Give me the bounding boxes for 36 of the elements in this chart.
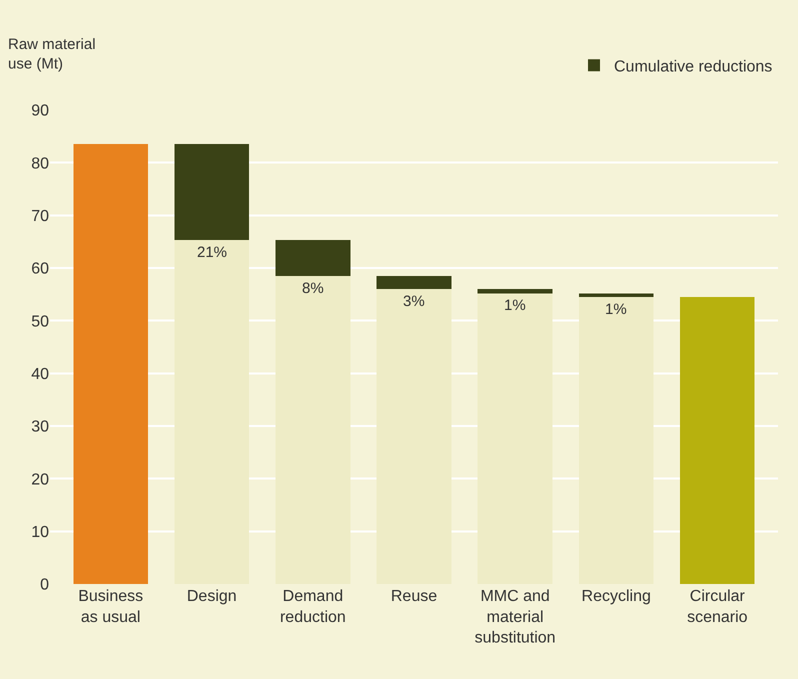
y-tick-label: 80 xyxy=(31,155,50,172)
x-tick-label: Reuse xyxy=(390,588,438,605)
x-tick-label: Recycling xyxy=(582,588,651,605)
legend-label: Cumulative reductions xyxy=(614,58,772,76)
bar xyxy=(174,240,250,584)
bar xyxy=(275,240,350,276)
y-tick-label: 10 xyxy=(31,524,50,541)
bar xyxy=(578,296,654,584)
x-tick-label: Design xyxy=(186,588,237,605)
x-tick-label: MMC and material substitution xyxy=(474,588,556,647)
x-tick-label: Circular scenario xyxy=(687,588,748,626)
bar xyxy=(174,144,250,240)
x-tick-label: Business as usual xyxy=(78,588,144,626)
annotation: 1% xyxy=(504,297,526,314)
bar xyxy=(578,293,654,297)
bar xyxy=(376,289,452,584)
y-tick-label: 60 xyxy=(31,260,50,278)
y-tick-label: 30 xyxy=(31,418,50,436)
annotation: 8% xyxy=(302,280,324,297)
y-tick-label: 0 xyxy=(40,576,50,594)
bar xyxy=(680,296,755,584)
bar xyxy=(478,293,553,584)
annotation: 1% xyxy=(605,301,627,318)
bar xyxy=(376,276,452,290)
y-tick-label: 50 xyxy=(31,313,50,330)
bar xyxy=(275,276,350,584)
y-tick-label: 70 xyxy=(31,208,50,225)
y-axis-title: Raw material use (Mt) xyxy=(8,36,96,72)
x-tick-label: Demand reduction xyxy=(280,588,346,626)
y-tick-label: 20 xyxy=(31,471,50,488)
bar xyxy=(478,289,553,294)
y-tick-label: 90 xyxy=(31,102,50,120)
bar xyxy=(73,144,148,584)
y-tick-label: 40 xyxy=(31,366,50,383)
annotation: 21% xyxy=(197,244,228,261)
annotation: 3% xyxy=(403,293,425,310)
